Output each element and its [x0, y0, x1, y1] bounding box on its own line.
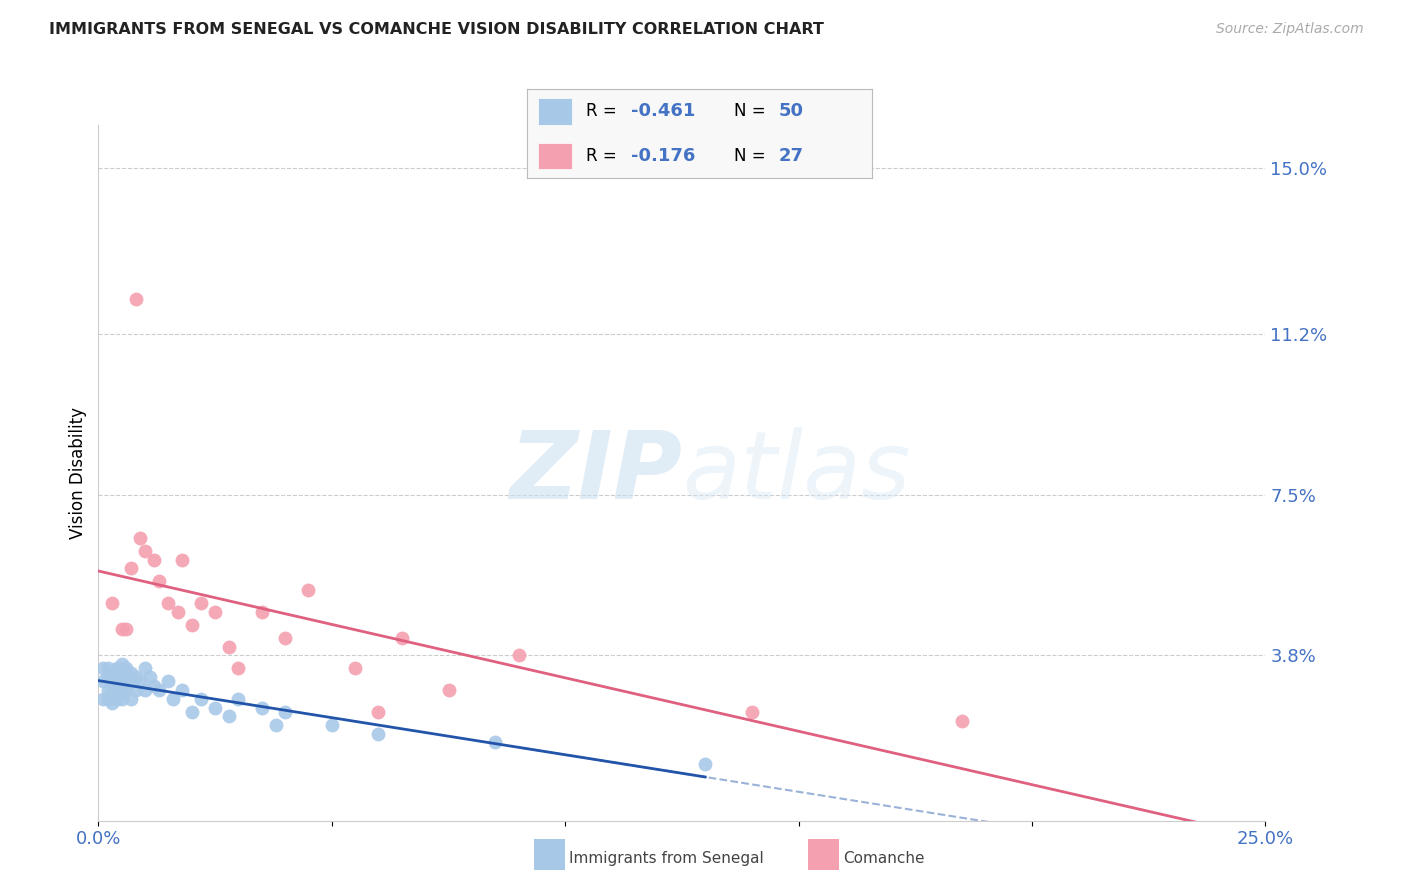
- Point: [105, 670, 128, 684]
- Bar: [537, 143, 572, 169]
- Point: [950, 714, 973, 728]
- Point: [321, 718, 343, 732]
- Point: [218, 709, 240, 723]
- Point: [129, 531, 152, 545]
- Text: -0.461: -0.461: [630, 103, 695, 120]
- Point: [162, 692, 184, 706]
- Point: [105, 692, 128, 706]
- Point: [391, 631, 413, 645]
- Point: [111, 683, 134, 698]
- Point: [134, 544, 156, 558]
- Bar: [537, 98, 572, 125]
- Point: [115, 670, 138, 684]
- Point: [111, 674, 134, 689]
- Point: [125, 670, 148, 684]
- Point: [120, 692, 142, 706]
- Point: [508, 648, 530, 663]
- Point: [157, 596, 180, 610]
- Point: [437, 683, 460, 698]
- Point: [228, 661, 250, 675]
- Point: [111, 692, 134, 706]
- Text: Source: ZipAtlas.com: Source: ZipAtlas.com: [1216, 22, 1364, 37]
- Point: [274, 705, 297, 719]
- Point: [166, 605, 188, 619]
- Point: [111, 665, 134, 680]
- Point: [344, 661, 367, 675]
- Point: [148, 683, 170, 698]
- Point: [190, 596, 212, 610]
- Point: [367, 705, 389, 719]
- Point: [204, 605, 226, 619]
- Text: -0.176: -0.176: [630, 147, 695, 165]
- Point: [172, 683, 194, 698]
- Point: [157, 674, 180, 689]
- Point: [125, 683, 148, 698]
- Point: [97, 661, 120, 675]
- Point: [134, 683, 156, 698]
- Point: [228, 692, 250, 706]
- Text: 50: 50: [779, 103, 804, 120]
- Point: [143, 679, 166, 693]
- Point: [101, 696, 124, 710]
- Text: N =: N =: [734, 147, 770, 165]
- Point: [148, 574, 170, 589]
- Point: [97, 683, 120, 698]
- Text: Immigrants from Senegal: Immigrants from Senegal: [569, 852, 765, 866]
- Text: 27: 27: [779, 147, 804, 165]
- Point: [297, 583, 319, 598]
- Point: [101, 596, 124, 610]
- Point: [143, 552, 166, 567]
- Text: R =: R =: [586, 103, 621, 120]
- Point: [101, 683, 124, 698]
- Point: [264, 718, 287, 732]
- Point: [204, 700, 226, 714]
- Point: [105, 683, 128, 698]
- Point: [250, 700, 273, 714]
- Point: [218, 640, 240, 654]
- Point: [129, 674, 152, 689]
- Point: [250, 605, 273, 619]
- Text: IMMIGRANTS FROM SENEGAL VS COMANCHE VISION DISABILITY CORRELATION CHART: IMMIGRANTS FROM SENEGAL VS COMANCHE VISI…: [49, 22, 824, 37]
- Point: [484, 735, 506, 749]
- Text: N =: N =: [734, 103, 770, 120]
- Point: [91, 692, 114, 706]
- Point: [101, 665, 124, 680]
- Point: [367, 726, 389, 740]
- Point: [105, 661, 128, 675]
- Point: [115, 661, 138, 675]
- Point: [695, 757, 717, 772]
- Point: [91, 661, 114, 675]
- Point: [180, 705, 202, 719]
- Point: [120, 561, 142, 575]
- Text: R =: R =: [586, 147, 621, 165]
- Point: [115, 683, 138, 698]
- Text: atlas: atlas: [682, 427, 910, 518]
- Point: [741, 705, 763, 719]
- Point: [120, 674, 142, 689]
- Point: [115, 623, 138, 637]
- Text: ZIP: ZIP: [509, 426, 682, 519]
- Point: [101, 679, 124, 693]
- Point: [190, 692, 212, 706]
- Point: [180, 618, 202, 632]
- Point: [111, 623, 134, 637]
- Point: [91, 674, 114, 689]
- Point: [97, 692, 120, 706]
- Point: [101, 674, 124, 689]
- Point: [274, 631, 297, 645]
- Point: [172, 552, 194, 567]
- Point: [120, 665, 142, 680]
- Point: [97, 670, 120, 684]
- Point: [111, 657, 134, 671]
- Text: Comanche: Comanche: [844, 852, 925, 866]
- Y-axis label: Vision Disability: Vision Disability: [69, 407, 87, 539]
- Point: [139, 670, 162, 684]
- Point: [134, 661, 156, 675]
- Point: [125, 292, 148, 306]
